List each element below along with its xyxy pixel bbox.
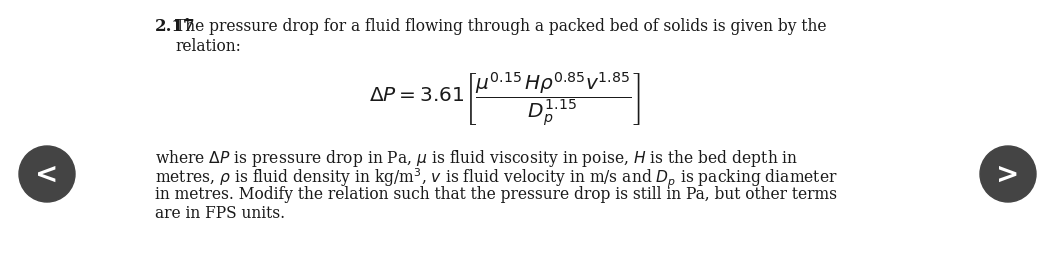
Text: where $\Delta P$ is pressure drop in Pa, $\mu$ is fluid viscosity in poise, $H$ : where $\Delta P$ is pressure drop in Pa,… bbox=[155, 147, 799, 168]
Text: <: < bbox=[35, 160, 59, 188]
Text: >: > bbox=[996, 160, 1020, 188]
Text: are in FPS units.: are in FPS units. bbox=[155, 204, 285, 221]
Text: metres, $\rho$ is fluid density in kg/m$^3$, $v$ is fluid velocity in m/s and $D: metres, $\rho$ is fluid density in kg/m$… bbox=[155, 166, 838, 189]
Circle shape bbox=[19, 146, 75, 202]
Text: in metres. Modify the relation such that the pressure drop is still in Pa, but o: in metres. Modify the relation such that… bbox=[155, 185, 837, 202]
Text: relation:: relation: bbox=[175, 38, 241, 55]
Text: $\Delta P = 3.61\left[\dfrac{\mu^{0.15}\,H\rho^{0.85}v^{1.85}}{D_p^{1.15}}\right: $\Delta P = 3.61\left[\dfrac{\mu^{0.15}\… bbox=[369, 71, 640, 129]
Text: The pressure drop for a fluid flowing through a packed bed of solids is given by: The pressure drop for a fluid flowing th… bbox=[175, 18, 826, 35]
Text: 2.17: 2.17 bbox=[155, 18, 195, 35]
Circle shape bbox=[980, 146, 1036, 202]
